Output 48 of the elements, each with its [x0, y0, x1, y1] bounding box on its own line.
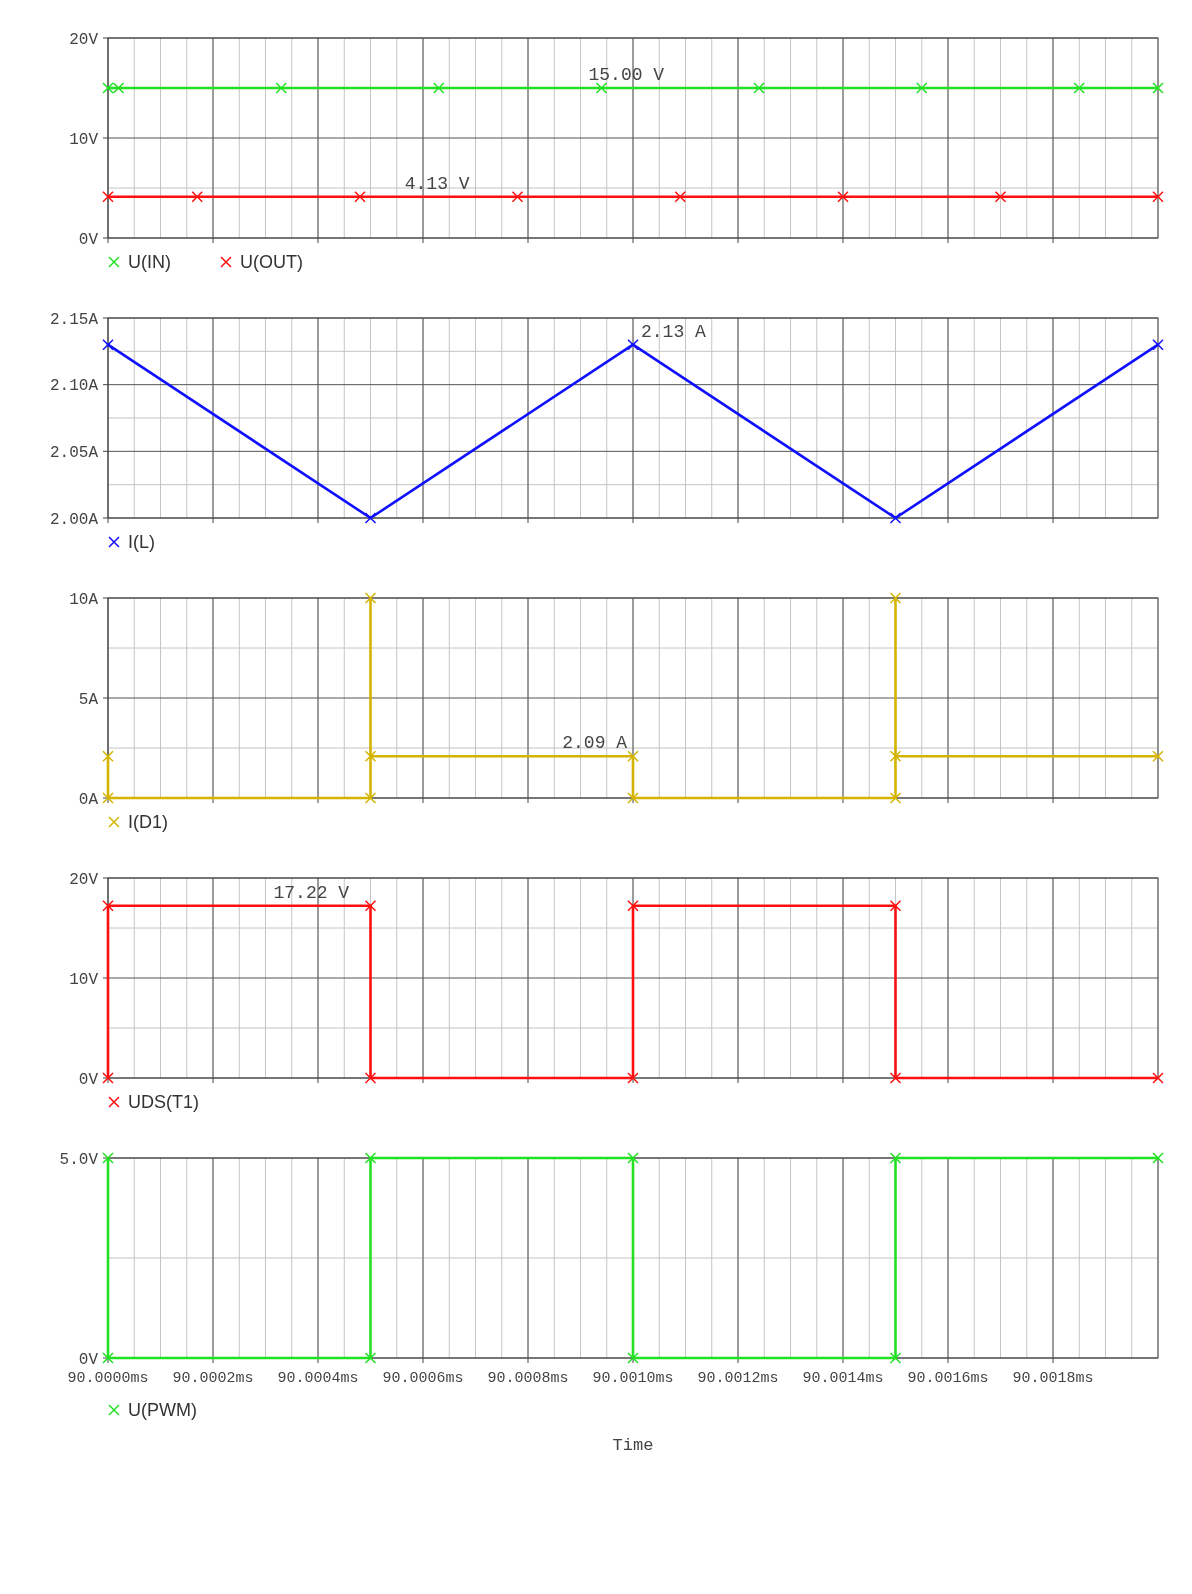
point	[364, 792, 377, 804]
y-tick-label: 20V	[69, 30, 99, 49]
legend-label: UDS(T1)	[128, 1092, 199, 1112]
y-tick-label: 10V	[69, 130, 99, 149]
y-tick-label: 5A	[78, 690, 99, 709]
y-tick-label: 10A	[69, 590, 99, 609]
x-tick-label: 90.0000ms	[67, 1370, 149, 1387]
point	[364, 750, 377, 762]
annotation: 15.00 V	[588, 65, 665, 85]
x-tick-label: 90.0018ms	[1012, 1370, 1094, 1387]
y-tick-label: 0V	[78, 1350, 99, 1369]
annotation: 2.09 A	[562, 733, 628, 754]
legend-label: I(D1)	[128, 812, 168, 832]
legend-label: I(L)	[128, 532, 155, 552]
annotation: 17.22 V	[273, 882, 350, 903]
point	[889, 750, 902, 762]
legend-label: U(IN)	[128, 252, 171, 272]
y-tick-label: 0A	[78, 790, 99, 809]
point	[1152, 750, 1164, 762]
x-tick-label: 90.0008ms	[487, 1370, 569, 1387]
point	[364, 592, 377, 604]
x-tick-label: 90.0010ms	[592, 1370, 674, 1387]
x-tick-label: 90.0002ms	[172, 1370, 254, 1387]
x-tick-label: 90.0012ms	[697, 1370, 779, 1387]
x-tick-label: 90.0014ms	[802, 1370, 884, 1387]
y-tick-label: 2.00A	[49, 510, 99, 529]
point	[889, 592, 902, 604]
x-tick-label: 90.0006ms	[382, 1370, 464, 1387]
annotation: 4.13 V	[404, 173, 470, 194]
point	[102, 750, 114, 762]
x-tick-label: 90.0004ms	[277, 1370, 359, 1387]
y-tick-label: 20V	[69, 870, 99, 889]
y-tick-label: 0V	[78, 230, 99, 249]
x-axis-title: Time	[612, 1436, 654, 1455]
point	[627, 792, 639, 804]
annotation: 2.13 A	[641, 321, 707, 342]
x-tick-label: 90.0016ms	[907, 1370, 989, 1387]
point	[889, 792, 902, 804]
y-tick-label: 2.05A	[49, 443, 99, 462]
y-tick-label: 0V	[78, 1070, 99, 1089]
legend-label: U(PWM)	[128, 1400, 197, 1420]
y-tick-label: 10V	[69, 970, 99, 989]
y-tick-label: 5.0V	[59, 1150, 99, 1169]
point	[627, 750, 639, 762]
y-tick-label: 2.10A	[49, 377, 99, 396]
point	[102, 792, 114, 804]
y-tick-label: 2.15A	[49, 310, 99, 329]
legend-label: U(OUT)	[240, 252, 303, 272]
